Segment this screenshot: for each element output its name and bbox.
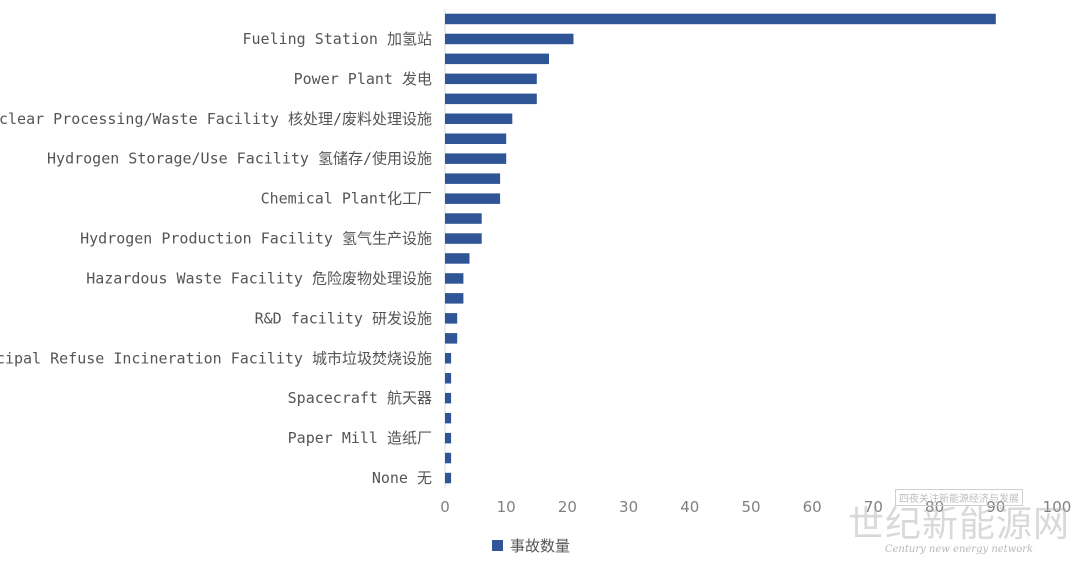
bar — [445, 173, 501, 184]
bar — [445, 213, 482, 224]
bar — [445, 193, 501, 204]
bar — [445, 452, 452, 464]
bar — [445, 33, 574, 45]
legend-swatch — [492, 540, 503, 551]
bar — [445, 253, 470, 264]
bar — [445, 13, 996, 25]
bar — [445, 353, 452, 364]
x-tick-label: 40 — [680, 498, 699, 516]
x-tick-label: 20 — [558, 498, 577, 516]
x-tick-label: 100 — [1043, 498, 1072, 516]
bar — [445, 333, 458, 344]
category-label: R&D facility 研发设施 — [255, 309, 432, 327]
bar — [445, 392, 452, 404]
bar — [445, 153, 507, 164]
category-label: Paper Mill 造纸厂 — [288, 429, 432, 447]
category-label: None 无 — [372, 469, 432, 487]
category-label: Nuclear Processing/Waste Facility 核处理/废料… — [0, 110, 432, 128]
category-label: Hydrogen Production Facility 氢气生产设施 — [80, 230, 432, 248]
legend: 事故数量 — [492, 535, 570, 556]
bars — [445, 13, 996, 484]
bar — [445, 133, 507, 144]
x-tick-label: 0 — [440, 498, 450, 516]
category-label: Fueling Station 加氢站 — [243, 30, 433, 48]
category-label: Hazardous Waste Facility 危险废物处理设施 — [86, 269, 432, 287]
bar — [445, 432, 452, 444]
bar — [445, 113, 513, 124]
bar — [445, 472, 452, 484]
category-label: Spacecraft 航天器 — [288, 389, 432, 407]
category-label: Chemical Plant化工厂 — [261, 190, 432, 208]
watermark-tagline: 四夜关注新能源经济与发展 — [894, 489, 1023, 506]
x-tick-label: 90 — [986, 498, 1005, 516]
x-tick-label: 10 — [497, 498, 516, 516]
legend-label: 事故数量 — [510, 537, 571, 555]
bar — [445, 73, 537, 85]
bar — [445, 412, 452, 424]
bar — [445, 273, 464, 284]
x-axis-ticks: 0 10 20 30 40 50 60 70 80 90 100 — [440, 498, 1071, 516]
category-label: Power Plant 发电 — [294, 70, 432, 88]
bar — [445, 313, 458, 324]
x-tick-label: 60 — [803, 498, 822, 516]
category-label: Hydrogen Storage/Use Facility 氢储存/使用设施 — [47, 150, 432, 168]
x-tick-label: 30 — [619, 498, 638, 516]
bar — [445, 93, 537, 105]
watermark: 四夜关注新能源经济与发展 世纪新能源网 Century new energy n… — [848, 487, 1070, 555]
watermark-subtitle: Century new energy network — [884, 544, 1034, 555]
bar — [445, 53, 549, 65]
x-tick-label: 50 — [741, 498, 760, 516]
x-tick-label: 80 — [925, 498, 944, 516]
category-labels: Fueling Station 加氢站 Power Plant 发电 Nuclear… — [0, 30, 432, 487]
bar — [445, 373, 452, 384]
watermark-logo-text: 世纪新能源网 — [847, 504, 1070, 545]
bar — [445, 293, 464, 304]
category-label: nicipal Refuse Incineration Facility 城市垃… — [0, 349, 432, 367]
bar — [445, 233, 482, 244]
x-tick-label: 70 — [864, 498, 883, 516]
